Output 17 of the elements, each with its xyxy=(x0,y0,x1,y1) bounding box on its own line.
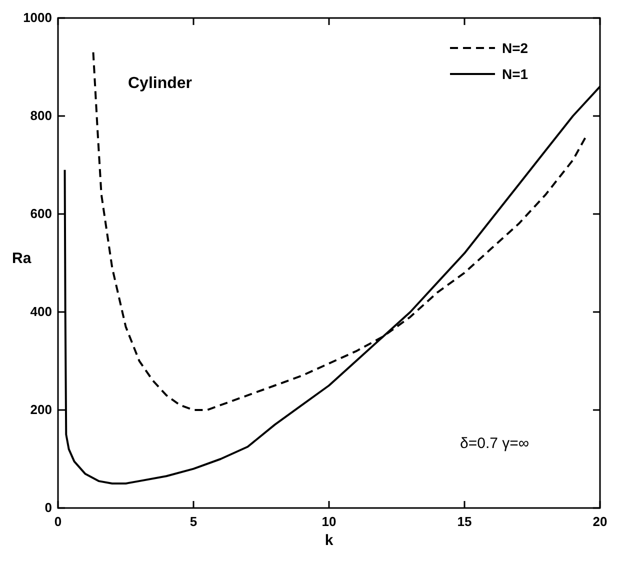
x-axis-title: k xyxy=(324,532,334,549)
y-tick-label: 800 xyxy=(30,108,52,123)
y-axis-title: Ra xyxy=(12,250,32,267)
x-tick-label: 0 xyxy=(54,514,62,529)
x-tick-label: 15 xyxy=(457,514,472,529)
y-tick-label: 1000 xyxy=(23,10,52,25)
x-tick-label: 10 xyxy=(322,514,336,529)
annotation: Cylinder xyxy=(128,75,192,92)
x-tick-label: 20 xyxy=(592,514,608,529)
y-tick-label: 200 xyxy=(30,402,52,417)
x-tick-label: 5 xyxy=(190,514,198,529)
y-tick-label: 0 xyxy=(44,500,52,515)
y-tick-label: 600 xyxy=(30,206,52,221)
y-tick-label: 400 xyxy=(30,304,52,319)
legend-label: N=1 xyxy=(502,66,528,82)
legend-label: N=2 xyxy=(502,40,528,56)
annotation: δ=0.7 γ=∞ xyxy=(460,435,530,452)
